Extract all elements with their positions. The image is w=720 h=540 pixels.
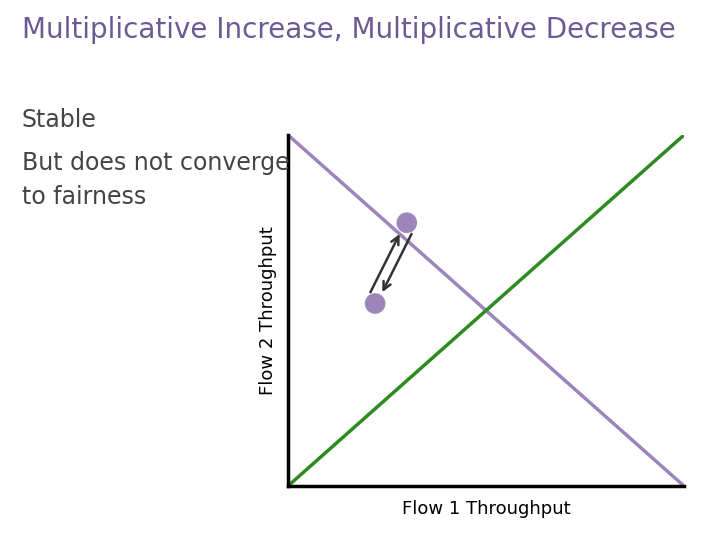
Text: 43: 43: [686, 525, 702, 538]
Text: Multiplicative Increase, Multiplicative Decrease: Multiplicative Increase, Multiplicative …: [22, 16, 675, 44]
Y-axis label: Flow 2 Throughput: Flow 2 Throughput: [259, 226, 277, 395]
Text: Stable: Stable: [22, 108, 96, 132]
Point: [369, 299, 381, 308]
X-axis label: Flow 1 Throughput: Flow 1 Throughput: [402, 500, 570, 518]
Text: But does not converge
to fairness: But does not converge to fairness: [22, 151, 289, 208]
Point: [401, 218, 413, 227]
